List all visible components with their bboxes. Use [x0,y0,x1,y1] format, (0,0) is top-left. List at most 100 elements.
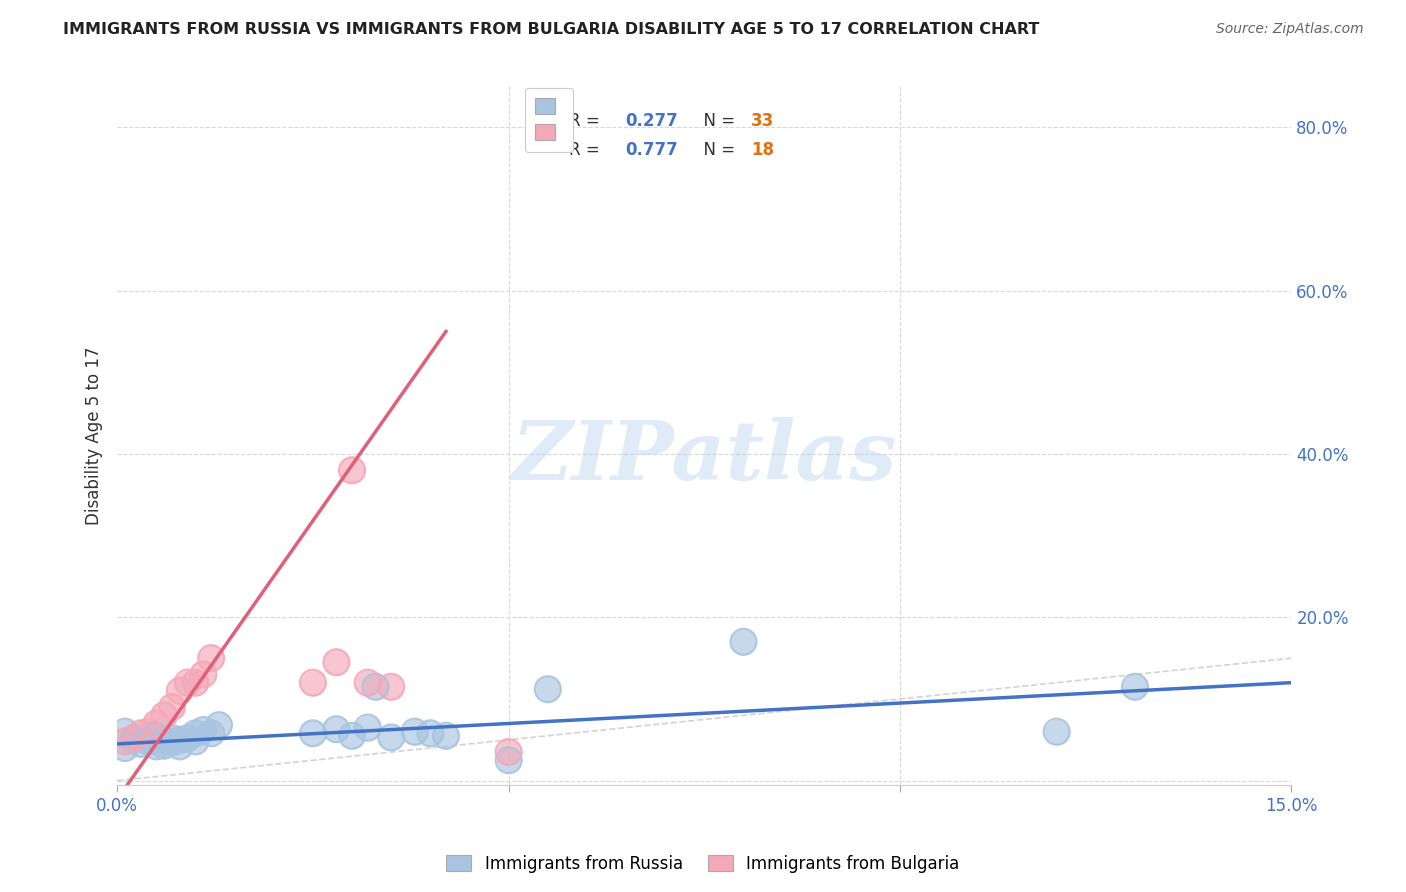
Point [357,675,380,690]
Text: 0.777: 0.777 [626,141,679,159]
Text: Source: ZipAtlas.com: Source: ZipAtlas.com [1216,22,1364,37]
Point [121,732,143,747]
Legend: Immigrants from Russia, Immigrants from Bulgaria: Immigrants from Russia, Immigrants from … [440,848,966,880]
Point [114,734,136,748]
Point [357,675,380,690]
Point [169,683,191,698]
Point [340,463,363,477]
Point [129,737,152,751]
Point [160,700,183,714]
Point [160,731,183,746]
Point [121,731,143,746]
Point [434,729,457,743]
Point [145,729,167,743]
Point [169,739,191,754]
Point [340,729,363,743]
Point [208,718,231,732]
Y-axis label: Disability Age 5 to 17: Disability Age 5 to 17 [86,346,103,524]
Text: IMMIGRANTS FROM RUSSIA VS IMMIGRANTS FROM BULGARIA DISABILITY AGE 5 TO 17 CORREL: IMMIGRANTS FROM RUSSIA VS IMMIGRANTS FRO… [63,22,1039,37]
Text: 33: 33 [751,112,775,130]
Point [340,463,363,477]
Point [357,721,380,735]
Point [138,734,160,748]
Point [176,675,198,690]
Text: N =: N = [693,112,740,130]
Point [419,726,441,740]
Point [184,726,207,740]
Point [200,651,222,665]
Point [1045,724,1067,739]
Point [176,731,198,746]
Point [200,726,222,740]
Point [380,680,402,694]
Point [200,726,222,740]
Point [184,675,207,690]
Point [380,731,402,745]
Point [325,655,347,669]
Point [184,734,207,748]
Point [325,722,347,736]
Point [498,753,520,767]
Point [537,682,560,697]
Point [302,675,325,690]
Point [145,739,167,754]
Point [380,680,402,694]
Point [121,732,143,747]
Point [302,726,325,740]
Point [193,723,215,737]
Point [153,739,176,753]
Point [340,729,363,743]
Point [1123,680,1146,694]
Point [138,724,160,739]
Point [419,726,441,740]
Point [537,682,560,697]
Point [138,734,160,748]
Point [325,655,347,669]
Point [302,726,325,740]
Point [184,675,207,690]
Point [153,739,176,753]
Point [169,739,191,754]
Point [114,741,136,756]
Point [184,726,207,740]
Point [357,721,380,735]
Point [1123,680,1146,694]
Text: R =: R = [569,141,605,159]
Point [176,675,198,690]
Point [193,723,215,737]
Legend: , : , [524,87,574,152]
Point [1045,724,1067,739]
Point [153,732,176,747]
Point [200,651,222,665]
Point [169,732,191,747]
Point [160,735,183,749]
Point [380,731,402,745]
Point [193,667,215,681]
Point [733,635,755,649]
Point [153,708,176,723]
Point [498,753,520,767]
Point [208,718,231,732]
Point [169,732,191,747]
Point [114,724,136,739]
Point [184,734,207,748]
Point [138,724,160,739]
Text: 18: 18 [751,141,775,159]
Text: N =: N = [693,141,740,159]
Point [160,735,183,749]
Point [153,732,176,747]
Point [733,635,755,649]
Point [364,680,387,694]
Text: R =: R = [569,112,605,130]
Point [325,722,347,736]
Point [114,724,136,739]
Point [145,739,167,754]
Point [302,675,325,690]
Point [129,726,152,740]
Point [145,716,167,731]
Text: ZIPatlas: ZIPatlas [512,417,897,497]
Text: 0.277: 0.277 [626,112,679,130]
Point [121,731,143,746]
Point [169,683,191,698]
Point [129,726,152,740]
